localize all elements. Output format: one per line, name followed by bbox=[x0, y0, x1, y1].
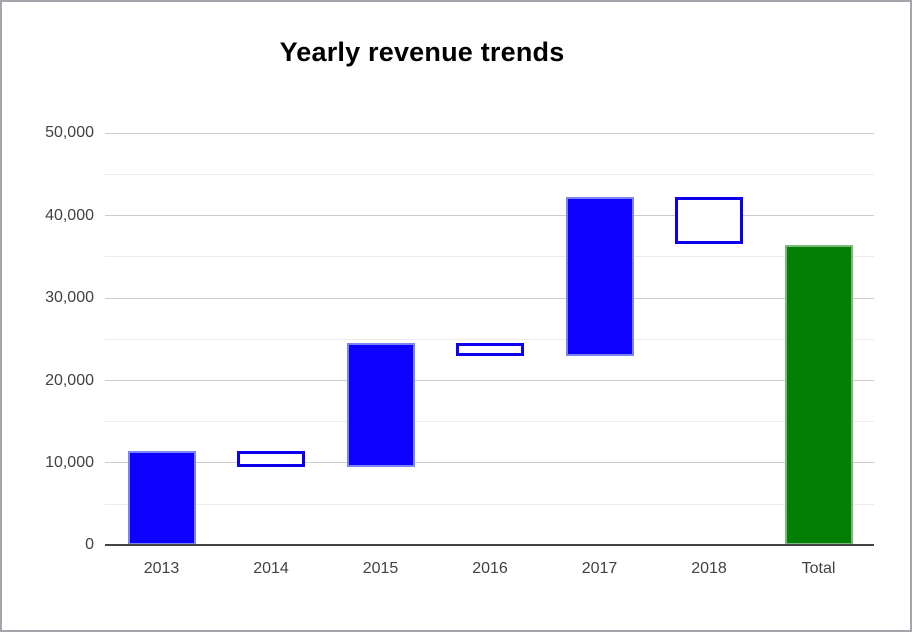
gridline-minor bbox=[105, 421, 874, 423]
gridline-major bbox=[105, 215, 874, 217]
chart-title: Yearly revenue trends bbox=[279, 37, 565, 67]
bar-2014[interactable] bbox=[237, 450, 305, 468]
gridline-minor bbox=[105, 256, 874, 258]
gridline-minor bbox=[105, 174, 874, 175]
gridline-minor bbox=[105, 338, 874, 340]
x-category-label: 2015 bbox=[362, 560, 399, 577]
x-axis-line bbox=[105, 544, 874, 547]
y-tick-label: 30,000 bbox=[45, 289, 94, 307]
gridline-major bbox=[105, 462, 874, 464]
bar-2013[interactable] bbox=[127, 450, 196, 546]
x-category-label: 2018 bbox=[691, 560, 727, 577]
gridline-major bbox=[105, 380, 874, 381]
y-tick-label: 40,000 bbox=[45, 206, 94, 224]
x-category-label: 2014 bbox=[253, 560, 289, 577]
bar-Total[interactable] bbox=[784, 245, 853, 546]
bar-2016[interactable] bbox=[456, 343, 524, 356]
y-tick-label: 10,000 bbox=[45, 453, 94, 471]
x-category-label: Total bbox=[801, 560, 836, 577]
x-category-label: 2017 bbox=[581, 560, 618, 577]
y-tick-label: 20,000 bbox=[45, 371, 94, 389]
gridline-minor bbox=[105, 503, 874, 505]
gridline-major bbox=[105, 297, 874, 299]
y-tick-label: 0 bbox=[85, 536, 94, 554]
bar-2018[interactable] bbox=[675, 196, 743, 245]
x-category-label: 2013 bbox=[143, 560, 180, 577]
bar-2015[interactable] bbox=[346, 343, 415, 468]
x-category-label: 2016 bbox=[472, 560, 508, 577]
bar-2017[interactable] bbox=[565, 196, 634, 356]
y-tick-label: 50,000 bbox=[45, 124, 94, 142]
gridline-major bbox=[105, 132, 874, 134]
